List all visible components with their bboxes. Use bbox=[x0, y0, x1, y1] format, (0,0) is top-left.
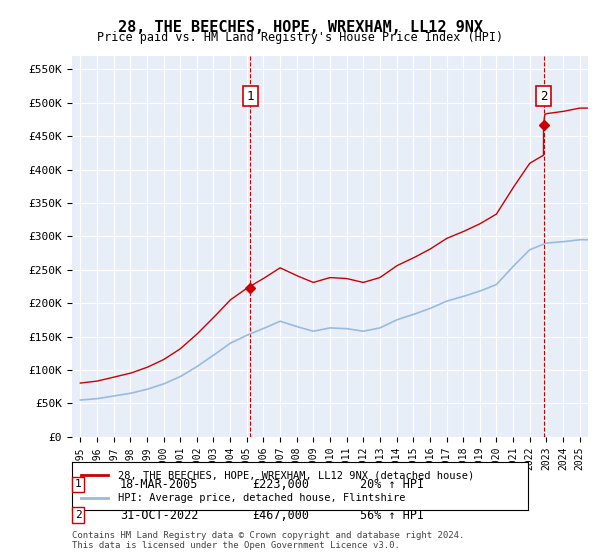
Text: HPI: Average price, detached house, Flintshire: HPI: Average price, detached house, Flin… bbox=[118, 493, 405, 503]
Text: 56% ↑ HPI: 56% ↑ HPI bbox=[360, 508, 424, 522]
Text: 18-MAR-2005: 18-MAR-2005 bbox=[120, 478, 199, 491]
Text: 1: 1 bbox=[247, 90, 254, 102]
Text: 1: 1 bbox=[74, 479, 82, 489]
Text: 2: 2 bbox=[540, 90, 547, 102]
Text: £223,000: £223,000 bbox=[252, 478, 309, 491]
Text: Price paid vs. HM Land Registry's House Price Index (HPI): Price paid vs. HM Land Registry's House … bbox=[97, 31, 503, 44]
Text: 28, THE BEECHES, HOPE, WREXHAM, LL12 9NX: 28, THE BEECHES, HOPE, WREXHAM, LL12 9NX bbox=[118, 20, 482, 35]
Text: 31-OCT-2022: 31-OCT-2022 bbox=[120, 508, 199, 522]
Text: 28, THE BEECHES, HOPE, WREXHAM, LL12 9NX (detached house): 28, THE BEECHES, HOPE, WREXHAM, LL12 9NX… bbox=[118, 470, 474, 480]
Text: £467,000: £467,000 bbox=[252, 508, 309, 522]
Text: Contains HM Land Registry data © Crown copyright and database right 2024.
This d: Contains HM Land Registry data © Crown c… bbox=[72, 530, 464, 550]
Text: 2: 2 bbox=[74, 510, 82, 520]
Text: 20% ↑ HPI: 20% ↑ HPI bbox=[360, 478, 424, 491]
